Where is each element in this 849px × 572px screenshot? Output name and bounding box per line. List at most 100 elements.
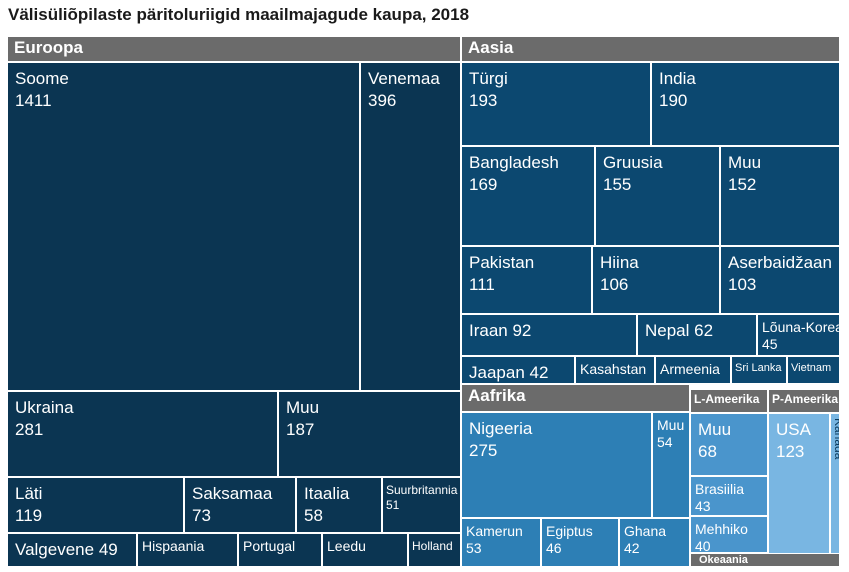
cell-value: 281: [15, 420, 44, 439]
cell-label: Armeenia: [660, 361, 720, 377]
treemap-cell-aasia-nepal: Nepal 62: [637, 314, 757, 356]
treemap-cell-euroopa-leedu: Leedu: [322, 533, 408, 567]
treemap-cell-euroopa-saksamaa: Saksamaa 73: [184, 477, 296, 533]
cell-value: 190: [659, 91, 688, 110]
cell-label: Kanada: [832, 418, 840, 460]
cell-value: 152: [728, 175, 757, 194]
treemap-cell-aasia-hiina: Hiina 106: [592, 246, 720, 314]
group-header-euroopa: Euroopa: [7, 36, 461, 62]
cell-value: 40: [695, 538, 711, 553]
treemap-cell-aasia-armeenia: Armeenia: [655, 356, 731, 384]
cell-value: 68: [698, 442, 717, 461]
treemap-cell-l-ameerika-muu: Muu 68: [690, 413, 768, 476]
group-header-okeaania: Okeaania: [690, 553, 840, 567]
treemap-cell-aasia-kasahstan: Kasahstan: [575, 356, 655, 384]
treemap-cell-aasia-aserbaidzaan: Aserbaidžaan 103: [720, 246, 840, 314]
cell-value: 92: [507, 321, 532, 340]
treemap-cell-euroopa-soome: Soome 1411: [7, 62, 360, 391]
treemap-cell-euroopa-muu: Muu 187: [278, 391, 461, 477]
treemap-cell-euroopa-lati: Läti 119: [7, 477, 184, 533]
cell-value: 43: [695, 498, 711, 514]
treemap-cell-aafrika-nigeeria: Nigeeria 275: [461, 412, 652, 518]
cell-value: 53: [466, 540, 482, 556]
cell-label: Sri Lanka: [735, 362, 782, 374]
cell-label: Suurbritannia: [386, 483, 458, 497]
cell-value: 73: [192, 506, 211, 525]
treemap-cell-aasia-muu: Muu 152: [720, 146, 840, 246]
cell-value: 1411: [15, 91, 52, 110]
treemap-cell-p-ameerika-kanada: Kanada: [830, 413, 840, 555]
cell-value: 51: [386, 498, 400, 512]
cell-value: 155: [603, 175, 632, 194]
cell-value: 45: [762, 336, 778, 352]
cell-label: Pakistan: [469, 253, 535, 272]
cell-label: India: [659, 69, 696, 88]
cell-value: 275: [469, 441, 498, 460]
cell-value: 187: [286, 420, 315, 439]
cell-label: Muu: [286, 398, 320, 417]
treemap-cell-aasia-pakistan: Pakistan 111: [461, 246, 592, 314]
cell-label: Holland: [412, 539, 453, 553]
cell-label: USA: [776, 420, 811, 439]
cell-label: Saksamaa: [192, 484, 273, 503]
cell-value: 42: [624, 540, 640, 556]
cell-label: Gruusia: [603, 153, 663, 172]
cell-label: Türgi: [469, 69, 508, 88]
cell-label: Hispaania: [142, 538, 205, 554]
cell-value: 42: [524, 363, 549, 382]
cell-value: 46: [546, 540, 562, 556]
cell-label: Läti: [15, 484, 43, 503]
treemap-cell-aafrika-kamerun: Kamerun 53: [461, 518, 541, 567]
treemap-cell-aasia-jaapan: Jaapan 42: [461, 356, 575, 384]
treemap-cell-aafrika-ghana: Ghana 42: [619, 518, 690, 567]
group-header-p-ameerika: P-Ameerika: [768, 389, 840, 413]
cell-label: Venemaa: [368, 69, 440, 88]
cell-label: Nepal: [645, 321, 690, 340]
treemap-cell-aasia-turgi: Türgi 193: [461, 62, 651, 146]
cell-value: 54: [657, 434, 673, 450]
treemap-cell-aasia-louna-korea: Lõuna-Korea 45: [757, 314, 840, 356]
cell-label: Ukraina: [15, 398, 74, 417]
treemap-cell-euroopa-venemaa: Venemaa 396: [360, 62, 461, 391]
cell-label: Muu: [698, 420, 732, 439]
cell-value: 111: [469, 275, 495, 294]
treemap-cell-aasia-india: India 190: [651, 62, 840, 146]
cell-label: Jaapan: [469, 363, 525, 382]
cell-label: Lõuna-Korea: [762, 319, 840, 335]
cell-label: Portugal: [243, 538, 296, 554]
cell-value: 106: [600, 275, 629, 294]
treemap-cell-euroopa-portugal: Portugal: [238, 533, 322, 567]
treemap-cell-aasia-iraan: Iraan 92: [461, 314, 637, 356]
group-header-aafrika: Aafrika: [461, 384, 690, 412]
cell-value: 58: [304, 506, 323, 525]
treemap-cell-aasia-sri-lanka: Sri Lanka: [731, 356, 787, 384]
cell-label: Egiptus: [546, 523, 593, 539]
treemap-cell-euroopa-itaalia: Itaalia 58: [296, 477, 382, 533]
treemap-cell-l-ameerika-brasiilia: Brasiilia 43: [690, 476, 768, 516]
cell-label: Valgevene: [15, 540, 95, 559]
cell-label: Aserbaidžaan: [728, 253, 832, 272]
cell-label: Brasiilia: [695, 481, 745, 497]
cell-label: Iraan: [469, 321, 508, 340]
cell-label: Nigeeria: [469, 419, 533, 438]
cell-value: 103: [728, 275, 757, 294]
cell-label: Leedu: [327, 538, 366, 554]
treemap-cell-euroopa-suurbritannia: Suurbritannia 51: [382, 477, 461, 533]
treemap-cell-aafrika-muu: Muu 54: [652, 412, 690, 518]
cell-label: Soome: [15, 69, 69, 88]
cell-label: Mehhiko: [695, 521, 748, 537]
chart-title: Välisüliõpilaste päritoluriigid maailmaj…: [8, 5, 470, 24]
cell-value: 169: [469, 175, 498, 194]
treemap-cell-euroopa-holland: Holland: [408, 533, 461, 567]
treemap-cell-p-ameerika-usa: USA 123: [768, 413, 830, 555]
group-header-aasia: Aasia: [461, 36, 840, 62]
cell-label: Hiina: [600, 253, 639, 272]
cell-value: 396: [368, 91, 397, 110]
treemap-cell-aasia-bangladesh: Bangladesh 169: [461, 146, 595, 246]
cell-label: Itaalia: [304, 484, 350, 503]
treemap-cell-aasia-gruusia: Gruusia 155: [595, 146, 720, 246]
cell-value: 49: [94, 540, 118, 559]
cell-label: Bangladesh: [469, 153, 559, 172]
cell-label: Vietnam: [791, 362, 832, 374]
treemap-cell-euroopa-valgevene: Valgevene 49: [7, 533, 137, 567]
